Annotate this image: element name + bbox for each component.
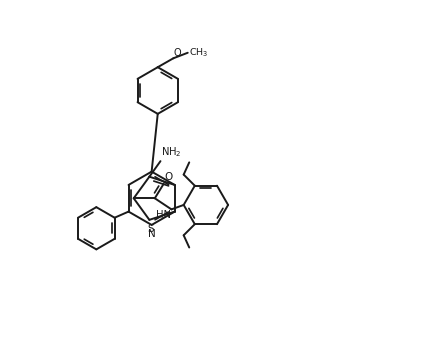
Text: N: N [148, 229, 155, 239]
Text: HN: HN [157, 210, 171, 220]
Text: S: S [147, 224, 154, 234]
Text: NH$_2$: NH$_2$ [161, 145, 181, 159]
Text: O: O [174, 48, 181, 58]
Text: O: O [164, 172, 173, 182]
Text: CH$_3$: CH$_3$ [189, 47, 208, 59]
